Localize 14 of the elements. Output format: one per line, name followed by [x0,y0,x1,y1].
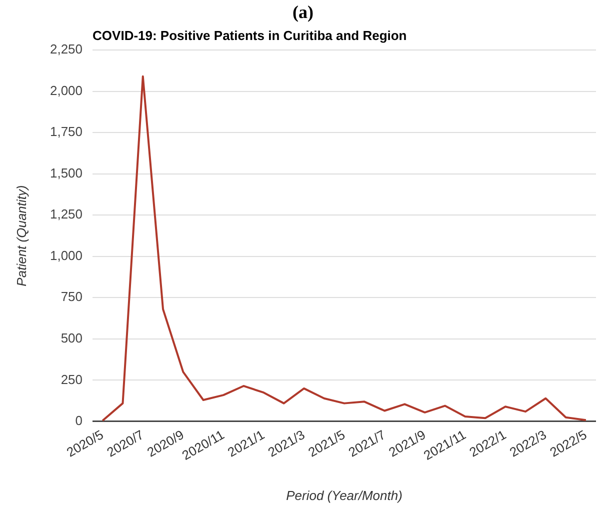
y-axis-title: Patient (Quantity) [14,185,29,286]
x-axis-title: Period (Year/Month) [286,488,402,503]
y-tick-label: 500 [60,330,83,346]
y-tick-label: 0 [75,413,83,428]
y-tick-label: 1,750 [50,124,83,140]
y-tick-label: 1,250 [50,206,83,222]
y-tick-label: 750 [60,289,83,304]
y-tick-label: 1,000 [50,248,83,263]
text: (a) [292,2,314,22]
y-tick-label: 250 [60,372,83,387]
y-tick-label: 2,250 [50,42,83,57]
y-tick-label: 2,000 [50,82,83,98]
chart-title: COVID-19: Positive Patients in Curitiba and Region [92,28,407,43]
y-tick-label: 1,500 [50,165,83,180]
